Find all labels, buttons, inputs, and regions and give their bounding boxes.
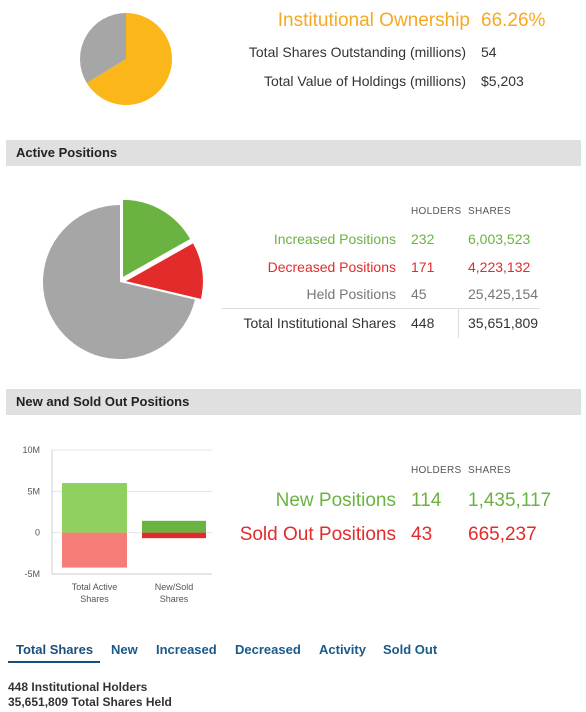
tab-total-shares[interactable]: Total Shares [16,642,94,657]
ownership-title: Institutional Ownership [277,10,470,31]
x-category-label: Total Active [72,582,118,592]
tab-increased[interactable]: Increased [156,642,217,657]
x-category-label: Shares [80,594,109,604]
holders-summary: 448 Institutional Holders [8,680,148,694]
decreased-label: Decreased Positions [267,259,396,275]
decreased-shares: 4,223,132 [468,259,531,275]
shares-outstanding-label: Total Shares Outstanding (millions) [248,44,466,60]
new-positions-shares: 1,435,117 [468,490,552,511]
shares-outstanding-value: 54 [481,44,497,60]
pie-slice-increased-positions [123,199,191,277]
newsold-holders-header: HOLDERS [411,465,462,476]
newsold-shares-header: SHARES [468,465,511,476]
pie-slice-held-positions [43,205,195,359]
increased-shares: 6,003,523 [468,231,531,247]
active-tab-underline [8,661,100,663]
bar-new-positions [142,520,206,533]
bar-decreased-positions [62,532,127,568]
new-positions-label: New Positions [275,490,396,511]
shares-summary: 35,651,809 Total Shares Held [8,695,172,709]
y-tick-label: 0 [35,528,40,538]
sold-out-shares: 665,237 [468,524,537,545]
x-category-label: Shares [160,594,189,604]
tab-decreased[interactable]: Decreased [235,642,301,657]
x-category-label: New/Sold [155,582,194,592]
y-tick-label: -5M [25,569,41,579]
y-tick-label: 5M [27,486,40,496]
active-positions-pie-chart [43,199,203,359]
value-holdings-value: $5,203 [481,73,524,89]
new-positions-holders: 114 [411,490,442,511]
increased-label: Increased Positions [273,231,396,247]
sold-out-holders: 43 [411,524,433,545]
pie-slice-decreased-positions [125,243,203,299]
total-inst-label: Total Institutional Shares [243,315,396,331]
tab-activity[interactable]: Activity [319,642,366,657]
tab-sold-out[interactable]: Sold Out [383,642,438,657]
bar-sold-out-positions [142,532,206,539]
ownership-percent: 66.26% [481,10,546,31]
decreased-holders: 171 [411,259,435,275]
bar-increased-positions [62,483,127,533]
value-holdings-label: Total Value of Holdings (millions) [263,73,466,89]
total-inst-shares: 35,651,809 [468,315,539,331]
held-label: Held Positions [306,286,397,302]
new-sold-bar-chart: 10M 5M 0 -5M Total Active Shares New/Sold Share… [22,445,212,604]
active-holders-header: HOLDERS [411,206,462,217]
new-sold-header: New and Sold Out Positions [6,389,581,415]
total-inst-holders: 448 [411,315,435,331]
sold-out-label: Sold Out Positions [239,524,396,545]
active-positions-header: Active Positions [6,140,581,166]
pie-slice-institutional [86,13,172,106]
held-shares: 25,425,154 [468,286,539,302]
total-column-divider [458,308,459,338]
increased-holders: 232 [411,231,435,247]
ownership-pie-chart [79,13,172,106]
y-tick-label: 10M [22,445,40,455]
active-shares-header: SHARES [468,206,511,217]
total-divider [222,308,540,309]
pie-slice-other [79,13,126,84]
tab-new[interactable]: New [111,642,138,657]
held-holders: 45 [411,286,427,302]
